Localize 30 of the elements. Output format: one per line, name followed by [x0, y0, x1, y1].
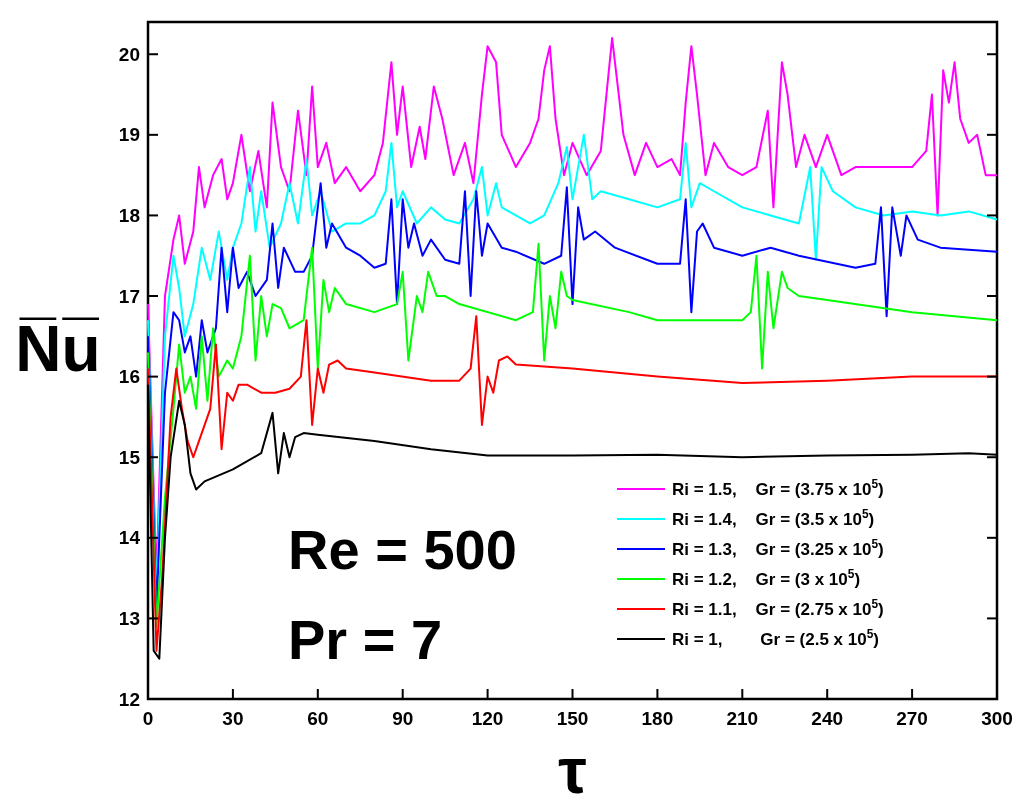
- x-tick-label: 0: [142, 708, 154, 729]
- x-tick-label: 270: [896, 708, 928, 729]
- y-tick-label: 19: [118, 124, 140, 146]
- legend-label: Ri = 1, Gr = (2.5 x 10$^{5}$): [672, 626, 879, 649]
- x-tick-label: 150: [556, 708, 589, 729]
- legend-label: Ri = 1.5, Gr = (3.75 x 10$^{5}$): [672, 476, 884, 499]
- annotation: Pr = 7: [288, 608, 443, 671]
- y-tick-label: 15: [118, 446, 141, 468]
- y-tick-label: 18: [118, 205, 140, 227]
- y-tick-label: 13: [118, 608, 140, 630]
- y-tick-label: 14: [118, 527, 141, 549]
- x-tick-label: 240: [811, 708, 844, 729]
- legend-label: Ri = 1.2, Gr = (3 x 10$^{5}$): [672, 566, 861, 589]
- annotation: Re = 500: [288, 518, 517, 581]
- legend-label: Ri = 1.3, Gr = (3.25 x 10$^{5}$): [672, 536, 884, 559]
- legend-label: Ri = 1.4, Gr = (3.5 x 10$^{5}$): [672, 506, 875, 529]
- x-tick-label: 120: [471, 708, 504, 729]
- x-tick-label: 210: [726, 708, 759, 729]
- y-tick-label: 16: [118, 366, 140, 388]
- y-tick-label: 12: [118, 688, 140, 710]
- y-tick-label: 20: [118, 43, 140, 65]
- x-tick-label: 90: [392, 708, 414, 729]
- x-tick-label: 60: [307, 708, 329, 729]
- x-tick-label: 180: [641, 708, 674, 729]
- y-tick-label: 17: [118, 285, 140, 307]
- legend-label: Ri = 1.1, Gr = (2.75 x 10$^{5}$): [672, 596, 884, 619]
- y-axis-title: N̅u̅: [15, 312, 101, 385]
- x-tick-label: 300: [981, 708, 1013, 729]
- x-tick-label: 30: [222, 708, 244, 729]
- x-axis-title: τ: [558, 735, 587, 805]
